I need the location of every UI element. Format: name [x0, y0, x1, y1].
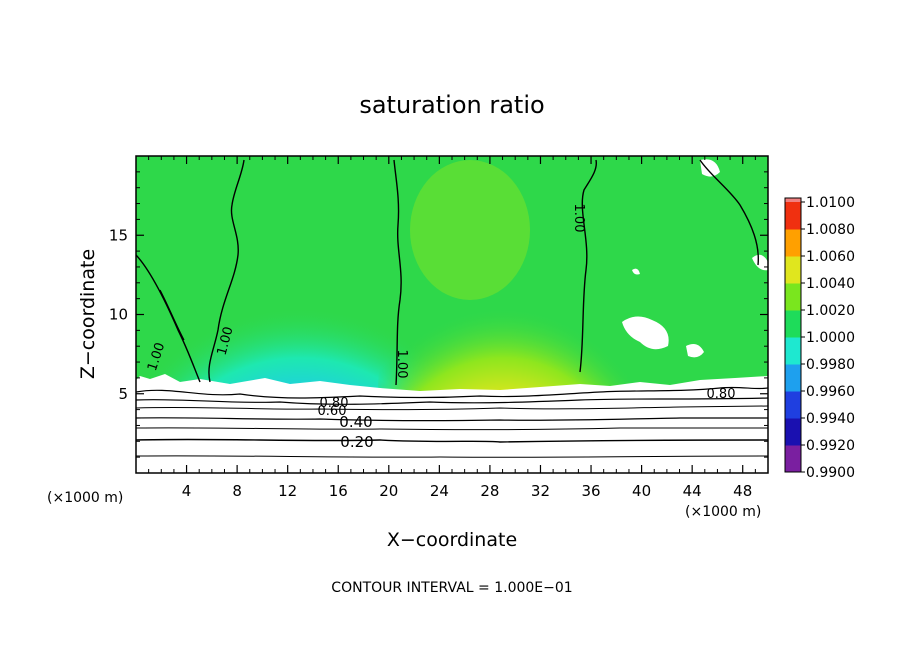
contour-label: 0.80 — [320, 396, 349, 411]
y-tick-label: 5 — [118, 385, 128, 403]
x-axis-label: X−coordinate — [387, 529, 517, 551]
colorbar-swatch — [785, 256, 801, 284]
white-patch — [752, 254, 768, 271]
x-tick-label: 40 — [632, 482, 651, 500]
x-tick-label: 24 — [430, 482, 449, 500]
contour-interval-note: CONTOUR INTERVAL = 1.000E−01 — [331, 580, 572, 596]
x-tick-label: 32 — [531, 482, 550, 500]
colorbar-swatch — [785, 445, 801, 473]
y-tick-label: 10 — [109, 306, 128, 324]
colorbar-swatch — [785, 229, 801, 257]
light-green-patch — [410, 160, 530, 300]
contour-line-1.00 — [208, 159, 245, 383]
white-patch — [686, 344, 704, 358]
contour-label: 0.80 — [707, 387, 736, 402]
x-unit-label-left: (×1000 m) — [47, 490, 123, 506]
colorbar-swatch — [785, 283, 801, 311]
contour-label: 1.00 — [215, 325, 237, 357]
contour-line-1.00 — [699, 159, 760, 266]
contour-line — [136, 427, 768, 431]
white-patch — [700, 159, 720, 177]
colorbar: 0.9900 0.9920 0.9940 0.9960 0.9980 1.0000 1.00… — [784, 195, 855, 481]
colorbar-swatch — [785, 310, 801, 338]
contour-line-0.20 — [136, 438, 768, 443]
white-patch — [632, 268, 640, 275]
colorbar-label: 1.0100 — [806, 195, 855, 211]
contour-label: 0.20 — [340, 433, 373, 451]
colorbar-swatch — [785, 198, 801, 202]
colorbar-swatch — [785, 364, 801, 392]
colorbar-label: 0.9900 — [806, 465, 855, 481]
colorbar-swatch — [785, 391, 801, 419]
colorbar-swatch — [785, 337, 801, 365]
contour-line-0.60 — [136, 397, 768, 405]
colorbar-swatch — [785, 202, 801, 230]
heatmap-field — [136, 156, 768, 473]
colorbar-label: 0.9960 — [806, 384, 855, 400]
contour-line-0.80 — [136, 386, 768, 399]
chart-title: saturation ratio — [359, 91, 544, 119]
x-tick-label: 44 — [683, 482, 702, 500]
x-unit-label-right: (×1000 m) — [685, 504, 761, 520]
y-tick-label: 15 — [109, 226, 128, 244]
x-tick-label: 4 — [182, 482, 192, 500]
colorbar-label: 1.0040 — [806, 276, 855, 292]
colorbar-label: 0.9920 — [806, 438, 855, 454]
contour-label: 1.00 — [394, 350, 409, 379]
contour-label: 0.60 — [318, 404, 347, 419]
x-tick-label: 48 — [733, 482, 752, 500]
colorbar-frame — [784, 197, 802, 473]
contour-line — [159, 289, 185, 341]
colorbar-label: 0.9940 — [806, 411, 855, 427]
colorbar-label: 0.9980 — [806, 357, 855, 373]
contour-label: 0.40 — [339, 413, 372, 431]
x-tick-label: 36 — [581, 482, 600, 500]
x-tick-label: 20 — [379, 482, 398, 500]
contour-line — [136, 455, 768, 458]
colorbar-label: 1.0000 — [806, 330, 855, 346]
contour-line-1.00 — [136, 254, 201, 383]
white-patch — [622, 316, 669, 350]
x-tick-label: 28 — [480, 482, 499, 500]
x-tick-label: 16 — [329, 482, 348, 500]
contour-line — [136, 405, 768, 411]
contour-line-1.00 — [579, 159, 598, 373]
y-axis-label: Z−coordinate — [77, 249, 99, 379]
contour-lines — [136, 159, 768, 458]
contour-line-1.00 — [393, 159, 402, 386]
x-tick-label: 12 — [278, 482, 297, 500]
contour-label: 1.00 — [571, 204, 586, 233]
colorbar-label: 1.0060 — [806, 249, 855, 265]
colorbar-label: 1.0020 — [806, 303, 855, 319]
contour-line-0.40 — [136, 417, 768, 422]
colorbar-label: 1.0080 — [806, 222, 855, 238]
x-tick-label: 8 — [232, 482, 242, 500]
colorbar-swatch — [785, 418, 801, 446]
